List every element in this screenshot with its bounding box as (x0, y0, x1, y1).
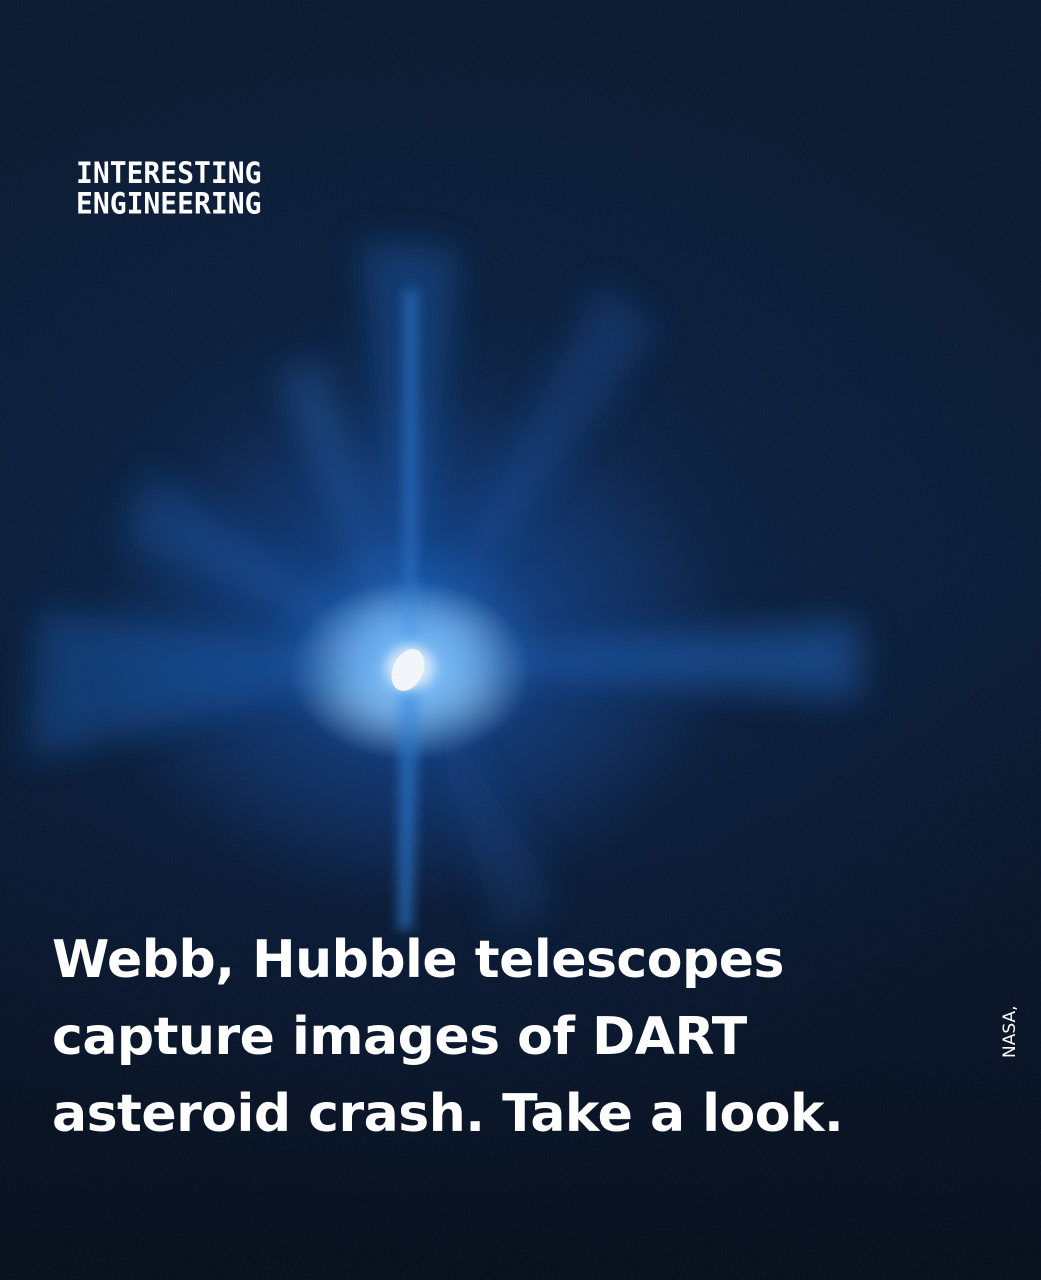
logo-line-1: INTERESTING (76, 155, 262, 191)
interesting-engineering-logo: INTERESTING ENGINEERING (76, 158, 261, 219)
headline-line-3: asteroid crash. Take a look. (52, 1084, 844, 1144)
logo-line-2: ENGINEERING (76, 186, 262, 221)
headline-line-1: Webb, Hubble telescopes (52, 930, 784, 990)
headline: Webb, Hubble telescopes capture images o… (52, 922, 952, 1153)
headline-line-2-highlighted: capture images of DART (52, 999, 747, 1076)
image-credit: NASA, (1000, 1005, 1020, 1059)
